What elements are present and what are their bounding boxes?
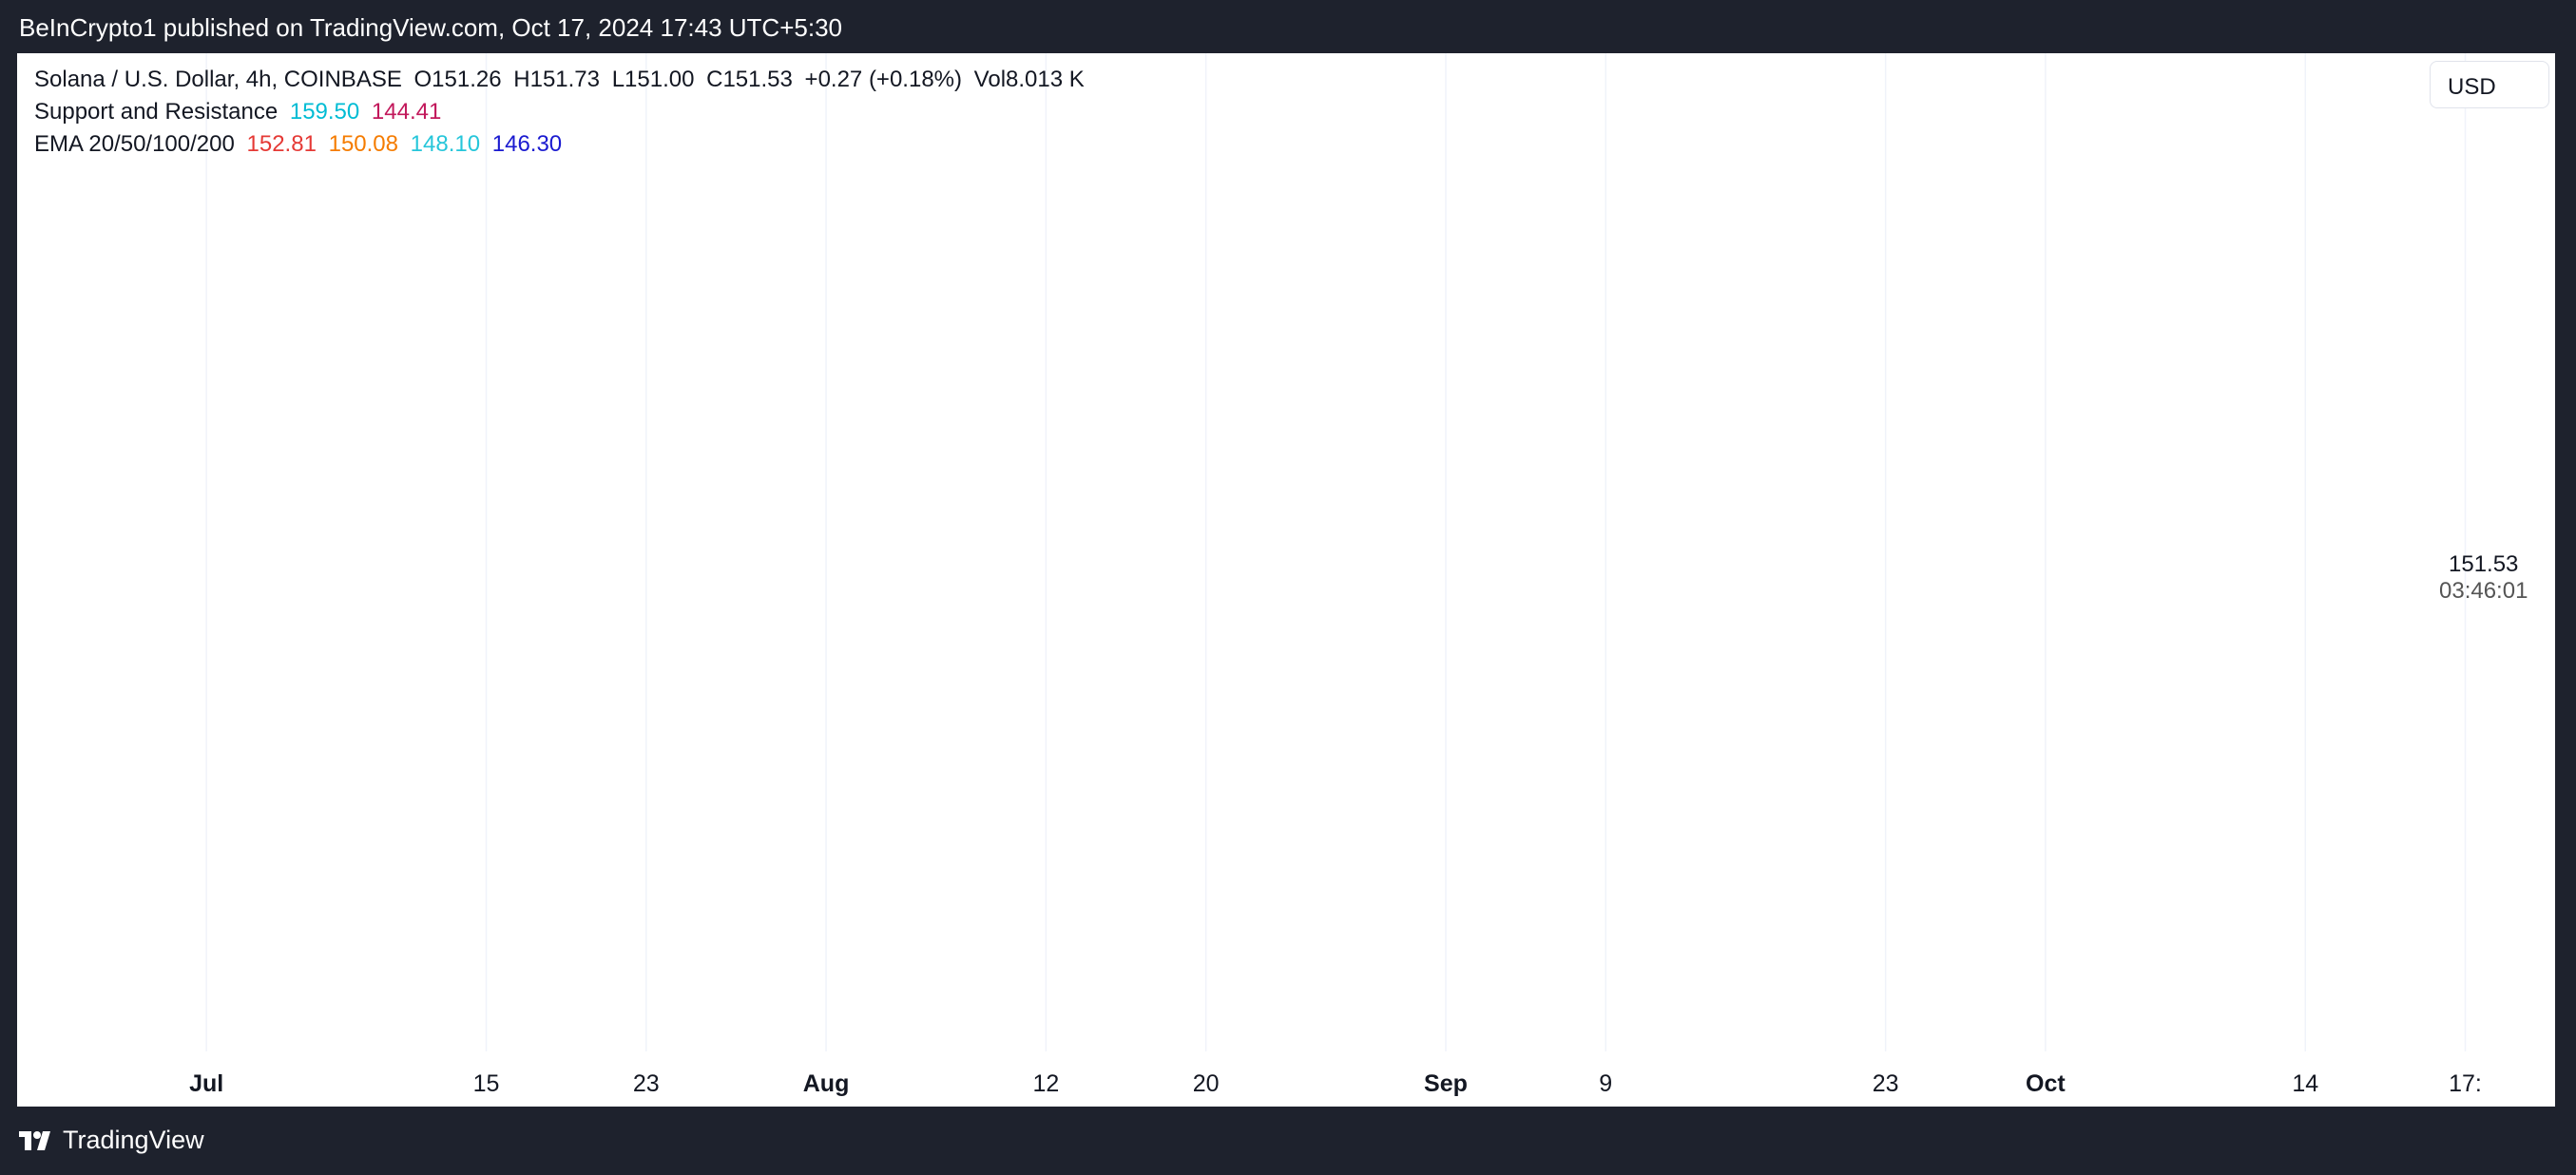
ema-legend: EMA 20/50/100/200 152.81 150.08 148.10 1… — [34, 131, 567, 158]
x-tick-label: 17: — [2449, 1070, 2482, 1097]
sr-legend: Support and Resistance 159.50 144.41 — [34, 99, 447, 125]
chart-panel[interactable]: 110.00120.00130.00140.00150.00160.00170.… — [17, 53, 2555, 1107]
x-tick-label: Sep — [1424, 1070, 1468, 1097]
ema200-value: 146.30 — [492, 131, 562, 157]
x-tick-label: 23 — [633, 1070, 660, 1097]
tradingview-logo-icon — [19, 1129, 53, 1152]
x-tick-label: 14 — [2292, 1070, 2318, 1097]
low-value: L151.00 — [612, 67, 695, 92]
sr-support-value: 144.41 — [372, 99, 441, 125]
price-chart[interactable]: 110.00120.00130.00140.00150.00160.00170.… — [17, 53, 2555, 1107]
x-tick-label: 9 — [1599, 1070, 1612, 1097]
x-tick-label: 12 — [1032, 1070, 1059, 1097]
close-value: C151.53 — [706, 67, 793, 92]
open-value: O151.26 — [414, 67, 502, 92]
currency-selector-button[interactable]: USD — [2430, 61, 2549, 108]
symbol-name[interactable]: Solana / U.S. Dollar, 4h, COINBASE — [34, 67, 402, 92]
footer-bar — [0, 1107, 2576, 1175]
tradingview-logo[interactable]: TradingView — [19, 1126, 204, 1155]
ema-indicator-name[interactable]: EMA 20/50/100/200 — [34, 131, 235, 157]
x-tick-label: Oct — [2026, 1070, 2066, 1097]
change-value: +0.27 (+0.18%) — [805, 67, 962, 92]
high-value: H151.73 — [513, 67, 600, 92]
sr-resistance-value: 159.50 — [290, 99, 359, 125]
publish-info: BeInCrypto1 published on TradingView.com… — [19, 13, 842, 43]
symbol-legend: Solana / U.S. Dollar, 4h, COINBASE O151.… — [34, 67, 1090, 93]
ema20-value: 152.81 — [247, 131, 317, 157]
ema50-value: 150.08 — [329, 131, 398, 157]
x-tick-label: 23 — [1873, 1070, 1899, 1097]
ema100-value: 148.10 — [411, 131, 480, 157]
x-tick-label: Aug — [803, 1070, 850, 1097]
bar-countdown-label: 03:46:01 — [2439, 578, 2528, 605]
x-tick-label: 20 — [1193, 1070, 1220, 1097]
top-bar: BeInCrypto1 published on TradingView.com… — [0, 0, 2576, 53]
volume-value: Vol8.013 K — [974, 67, 1085, 92]
last-price-label: 151.53 — [2449, 551, 2518, 578]
sr-indicator-name[interactable]: Support and Resistance — [34, 99, 278, 125]
x-tick-label: Jul — [189, 1070, 223, 1097]
x-tick-label: 15 — [473, 1070, 500, 1097]
tradingview-brand: TradingView — [63, 1126, 204, 1155]
